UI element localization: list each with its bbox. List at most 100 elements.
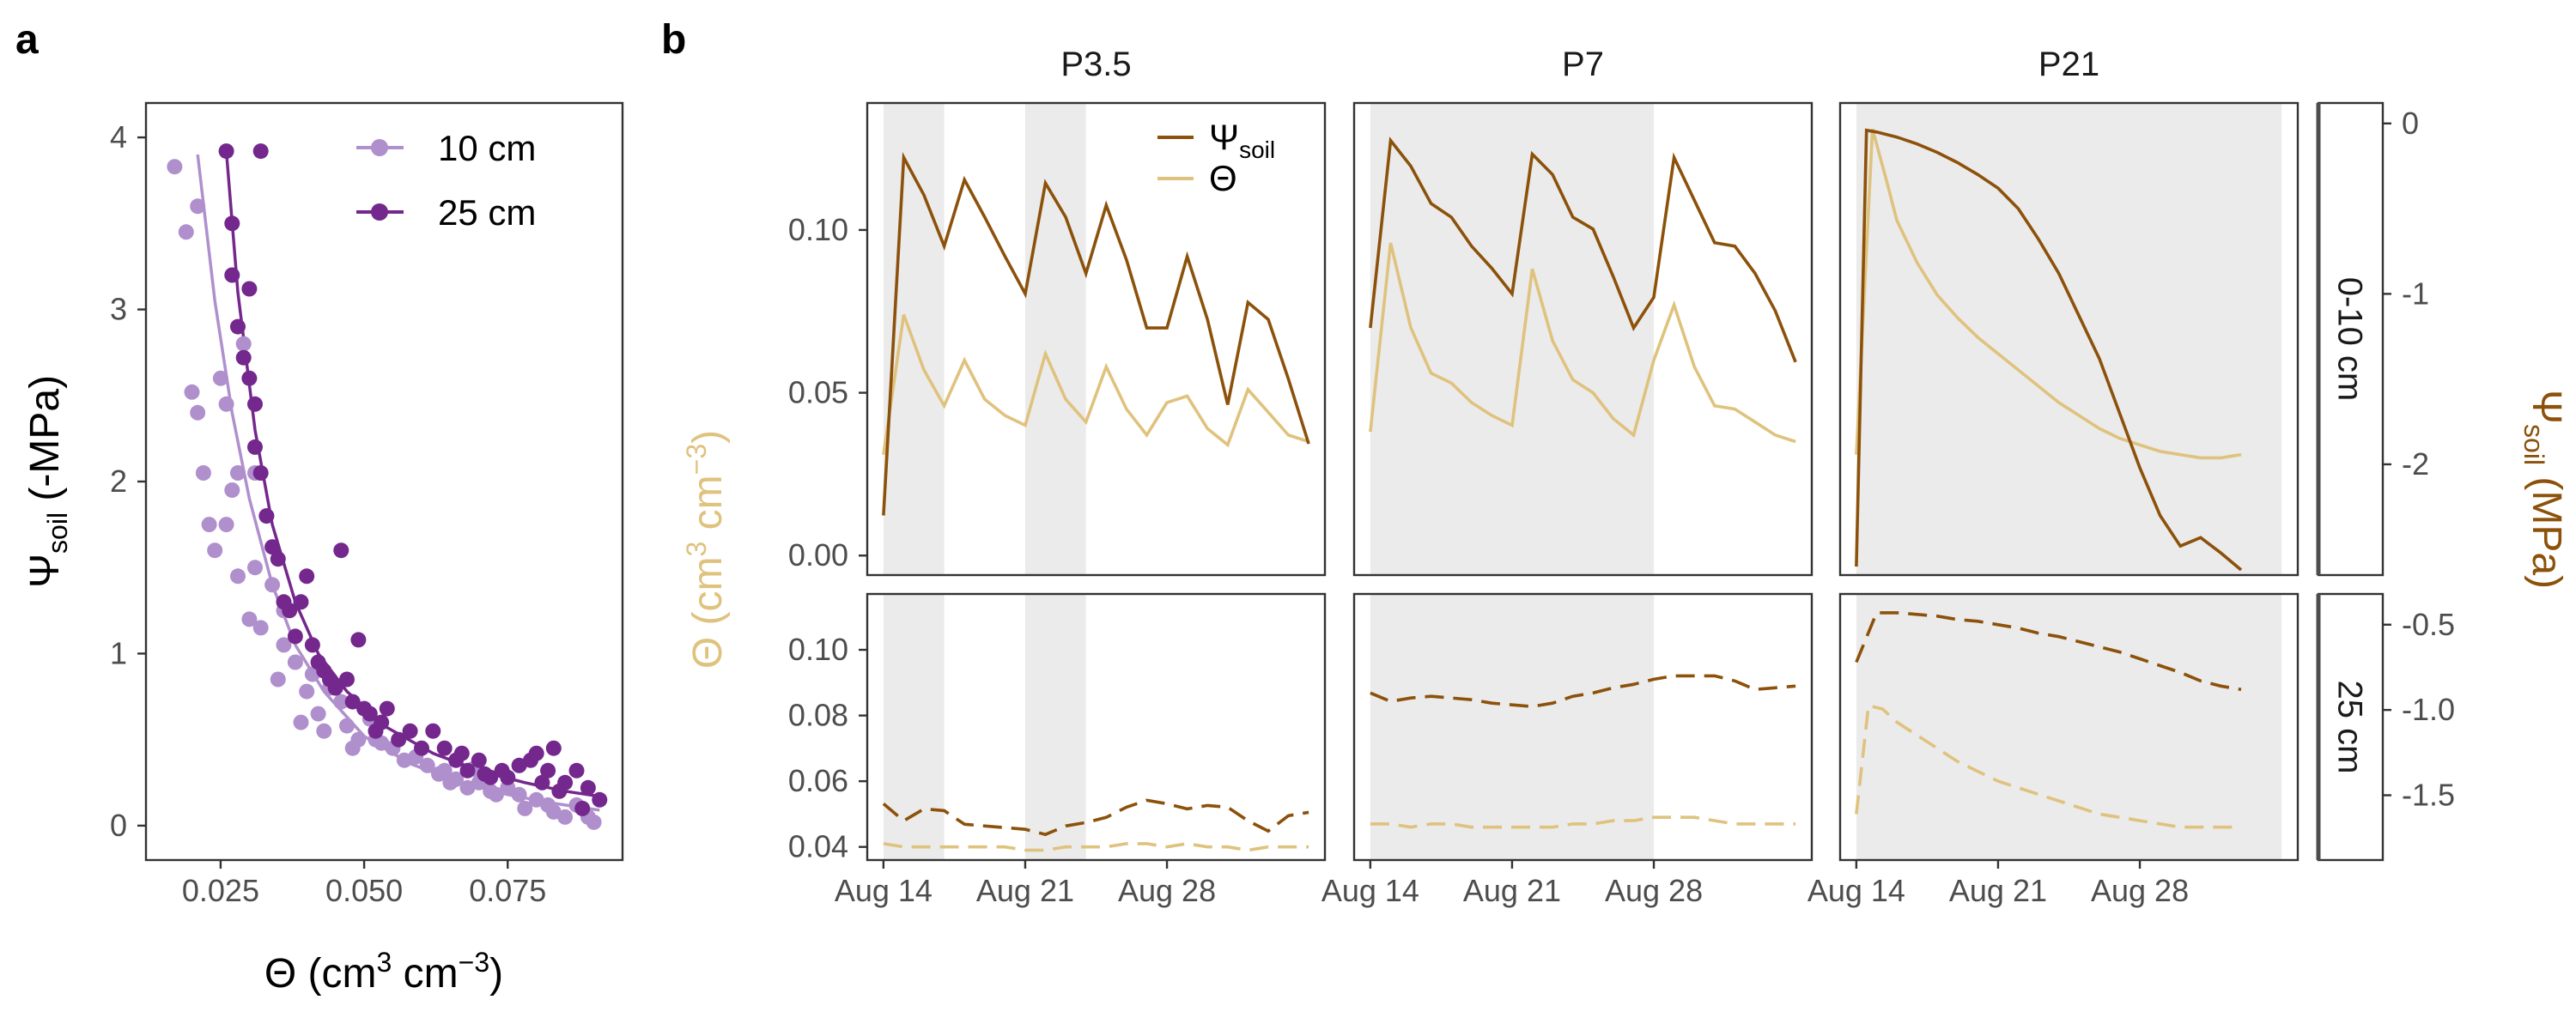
scatter-point-25cm: [545, 740, 562, 756]
scatter-point-25cm: [540, 762, 556, 779]
scatter-point-10cm: [230, 568, 246, 585]
scatter-point-10cm: [190, 198, 206, 215]
scatter-point-25cm: [557, 774, 574, 791]
scatter-point-10cm: [212, 370, 228, 386]
date-tick-label: Aug 21: [976, 873, 1074, 908]
scatter-point-25cm: [299, 568, 315, 585]
theta-axis-label: Θ (cm3 cm−3): [681, 430, 731, 669]
facet-strip-label: P7: [1562, 45, 1604, 83]
scatter-point-25cm: [592, 791, 608, 808]
scatter-y-tick-label: 2: [110, 464, 127, 499]
scatter-point-10cm: [201, 517, 217, 533]
scatter-point-10cm: [333, 694, 349, 710]
psi-tick-label: -1.5: [2402, 777, 2455, 812]
scatter-point-10cm: [178, 224, 194, 240]
theta-tick-label: 0.00: [788, 537, 848, 573]
legend-label: Ψsoil: [1209, 117, 1275, 163]
scatter-point-25cm: [247, 396, 263, 412]
scatter-point-10cm: [270, 671, 286, 688]
panel-letter-a: a: [15, 17, 39, 63]
scatter-point-25cm: [252, 143, 269, 160]
panel-letter-b: b: [661, 17, 686, 63]
legend-key-point: [371, 139, 388, 156]
scatter-panel: 0.025 0.050 0.075 0 1 2 3 4 10 cm 25 cm Θ (cm3 c…: [22, 101, 624, 997]
scatter-x-tick-label: 0.075: [469, 873, 546, 908]
scatter-point-25cm: [339, 671, 355, 688]
theta-tick-label: 0.05: [788, 375, 848, 410]
scatter-point-10cm: [350, 731, 367, 748]
date-tick-label: Aug 14: [835, 873, 933, 908]
scatter-point-25cm: [379, 700, 395, 717]
scatter-point-25cm: [247, 439, 263, 455]
scatter-point-10cm: [557, 809, 574, 825]
scatter-point-25cm: [374, 714, 390, 730]
theta-line: [883, 842, 1309, 852]
scatter-point-25cm: [235, 349, 252, 366]
scatter-point-10cm: [218, 396, 234, 412]
shaded-period: [1856, 103, 2282, 575]
scatter-point-25cm: [580, 779, 596, 796]
legend-label: 10 cm: [438, 128, 536, 168]
date-tick-label: Aug 21: [1463, 873, 1561, 908]
psi-tick-label: -1.0: [2402, 692, 2455, 727]
shaded-period: [1024, 103, 1086, 575]
scatter-point-10cm: [517, 800, 533, 816]
scatter-point-25cm: [534, 774, 550, 791]
scatter-point-10cm: [586, 814, 602, 830]
psi-line: [882, 798, 1309, 837]
facet-border: [866, 101, 1327, 577]
scatter-point-25cm: [241, 281, 258, 297]
theta-tick-label: 0.10: [788, 212, 848, 247]
scatter-point-10cm: [310, 706, 326, 722]
facet-row-label: 0-10 cm: [2331, 277, 2369, 402]
scatter-point-10cm: [247, 560, 263, 576]
scatter-y-tick-label: 4: [110, 119, 127, 154]
psi-tick-label: -0.5: [2402, 607, 2455, 642]
scatter-point-25cm: [511, 757, 527, 773]
scatter-point-10cm: [241, 611, 258, 627]
scatter-point-10cm: [448, 771, 465, 787]
psi-axis-label: Ψsoil (MPa): [2518, 390, 2569, 589]
facet-border: [1352, 592, 1814, 862]
scatter-point-10cm: [207, 542, 223, 559]
scatter-point-25cm: [361, 706, 378, 722]
scatter-point-10cm: [276, 637, 292, 653]
scatter-point-10cm: [195, 465, 211, 481]
psi-tick-label: -2: [2402, 446, 2429, 482]
theta-line: [1855, 128, 2242, 460]
scatter-point-25cm: [252, 465, 269, 481]
psi-tick-label: 0: [2402, 106, 2419, 141]
facet-border: [866, 592, 1327, 862]
date-tick-label: Aug 28: [1118, 873, 1216, 908]
timeseries-panels: P3.5 P7 P21 0.00 0.05 0.10 -2 -1 0 0-10 cm 0.04 0.0…: [681, 45, 2569, 908]
scatter-point-10cm: [299, 683, 315, 700]
scatter-point-10cm: [488, 786, 504, 803]
theta-line: [882, 313, 1309, 455]
scatter-point-10cm: [287, 654, 303, 670]
date-tick-label: Aug 21: [1949, 873, 2047, 908]
scatter-point-25cm: [471, 752, 487, 768]
facet-strip-label: P3.5: [1060, 45, 1131, 83]
scatter-point-25cm: [218, 143, 234, 160]
scatter-y-axis-label: Ψsoil (-MPa): [22, 375, 73, 588]
scatter-point-25cm: [258, 508, 275, 524]
date-tick-label: Aug 28: [2091, 873, 2189, 908]
scatter-point-10cm: [252, 620, 269, 636]
date-tick-label: Aug 28: [1605, 873, 1703, 908]
legend-key-point: [371, 203, 388, 221]
scatter-point-25cm: [414, 740, 429, 756]
scatter-point-10cm: [184, 384, 200, 400]
legend-label: Θ: [1209, 158, 1237, 198]
scatter-point-25cm: [293, 594, 309, 610]
scatter-point-10cm: [230, 465, 246, 481]
scatter-point-10cm: [316, 723, 332, 739]
scatter-point-25cm: [528, 745, 544, 761]
scatter-point-25cm: [402, 723, 418, 739]
scatter-point-10cm: [235, 336, 252, 352]
psi-line: [1855, 128, 2243, 572]
facet-border: [1838, 101, 2300, 577]
shaded-period: [1370, 594, 1655, 860]
scatter-plot-border: [144, 101, 624, 862]
